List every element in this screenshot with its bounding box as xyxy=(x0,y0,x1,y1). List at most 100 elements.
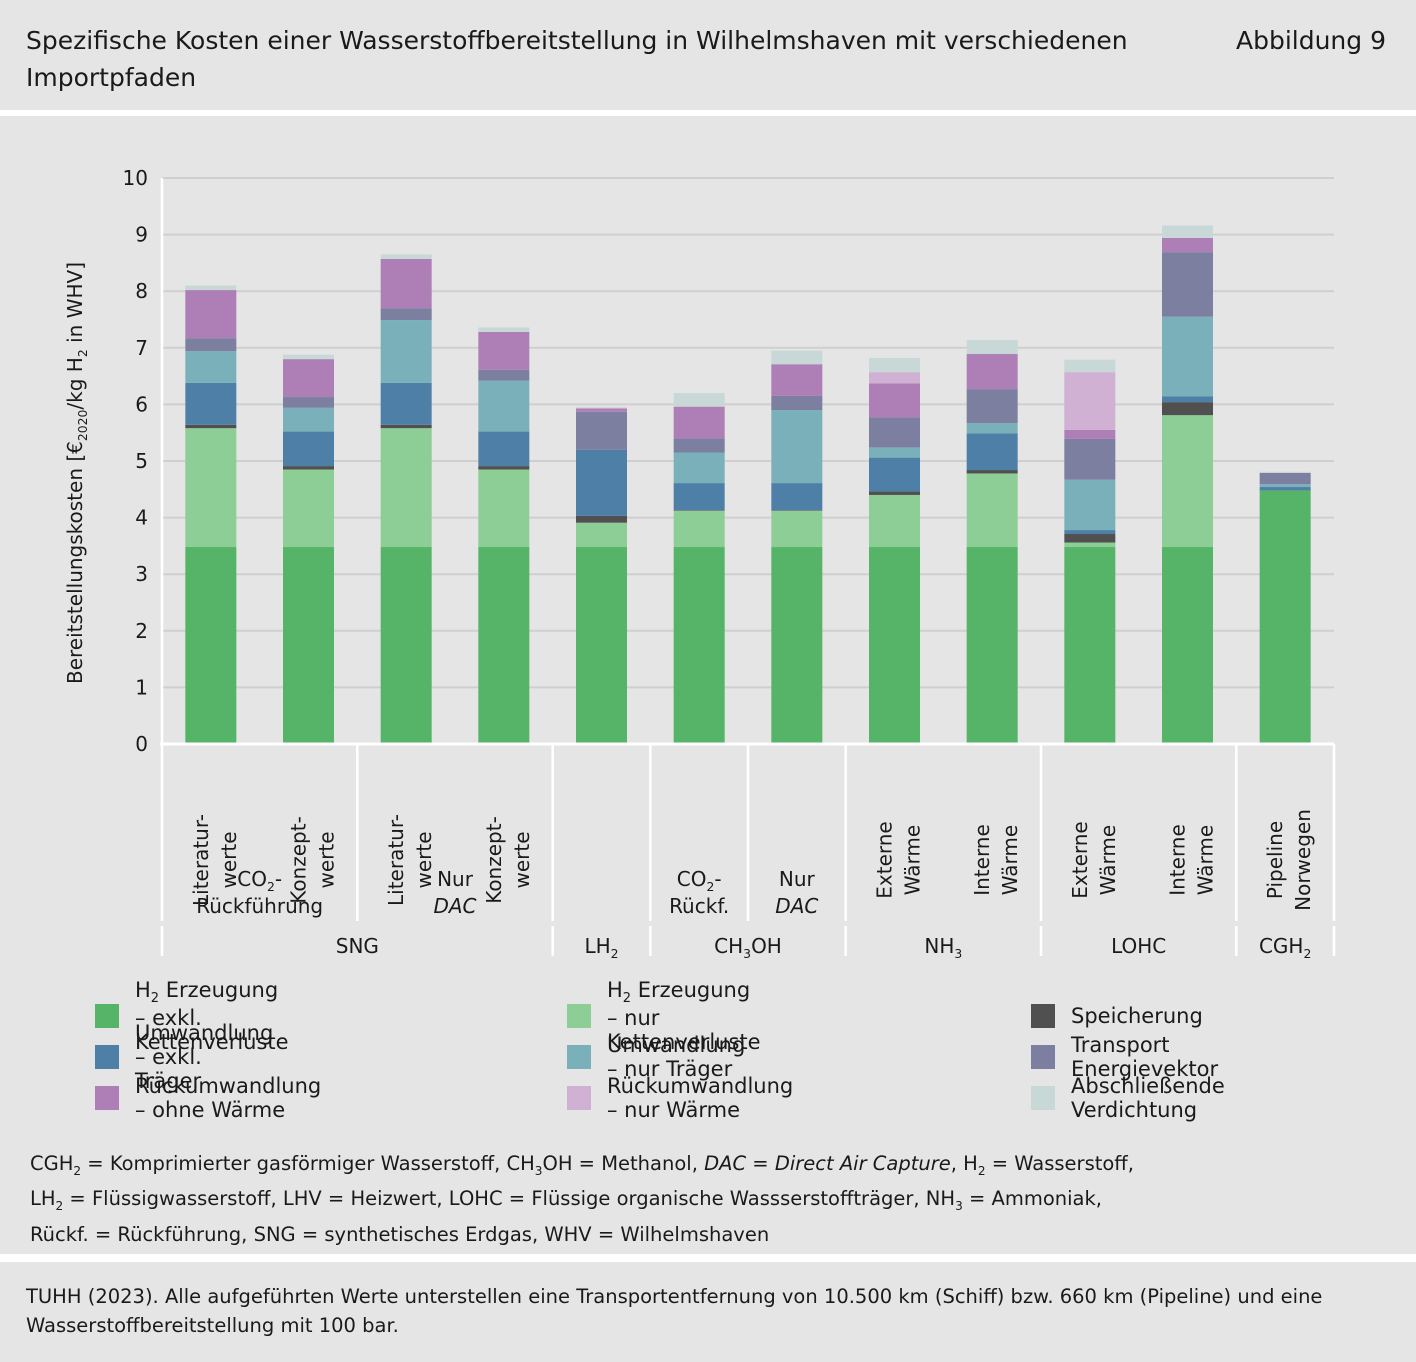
bar-segment xyxy=(869,383,920,418)
abbreviation-notes: CGH2 = Komprimierter gasförmiger Wassers… xyxy=(30,1150,1390,1249)
bar-segment xyxy=(1064,534,1116,543)
chart-title: Spezifische Kosten einer Wasserstoffbere… xyxy=(26,26,1128,92)
x-tick-label: Pipeline Norwegen xyxy=(1263,809,1315,911)
bar-segment xyxy=(185,351,237,383)
x-tick-label: Literatur-werte xyxy=(384,814,436,906)
bar-segment xyxy=(576,515,627,523)
bar-segment xyxy=(771,364,823,396)
x-tick-label-line: Externe xyxy=(873,821,897,898)
source-text: TUHH (2023). Alle aufgeführten Werte unt… xyxy=(26,1285,1323,1337)
bar-segment xyxy=(283,466,334,470)
bar-segment xyxy=(869,491,920,495)
x-tick-label: Konzept-werte xyxy=(287,816,339,904)
legend-swatch xyxy=(1031,1004,1055,1028)
legend-item: Rückumwandlung – nur Wärme xyxy=(567,1074,793,1122)
figure-number: Abbildung 9 xyxy=(1235,26,1386,55)
x-tick-label: Externe Wärme xyxy=(1068,821,1120,898)
sub-group-label: Rückführung xyxy=(196,894,323,918)
bar-segment xyxy=(673,438,725,453)
bar-segment xyxy=(966,389,1018,424)
x-tick-label-line: werte xyxy=(315,831,339,888)
x-tick-label-line: Konzept- xyxy=(287,816,311,904)
bar-segment xyxy=(966,473,1018,548)
bar-segment xyxy=(478,369,530,381)
bar-segment xyxy=(478,469,530,548)
x-tick-label-line: werte xyxy=(412,831,436,888)
y-tick-label: 0 xyxy=(135,732,148,756)
bar-segment xyxy=(1064,530,1116,535)
bar-segment xyxy=(869,547,920,744)
bar-segment xyxy=(478,466,530,470)
x-tick-label: Externe Wärme xyxy=(873,821,925,898)
legend-label: Umwandlung – exkl. Träger xyxy=(135,1021,274,1093)
bar-segment xyxy=(1162,547,1213,744)
bar-segment xyxy=(478,431,530,467)
bar-segment xyxy=(478,327,530,332)
bar-segment xyxy=(1064,479,1116,531)
x-tick-label: Interne Wärme xyxy=(1166,824,1218,896)
note-line-1: CGH2 = Komprimierter gasförmiger Wassers… xyxy=(30,1152,1134,1178)
bar-segment xyxy=(966,433,1018,471)
bar-segment xyxy=(1064,542,1116,548)
sub-group-label: DAC xyxy=(775,894,818,918)
bar-segment xyxy=(1162,237,1213,253)
legend-swatch xyxy=(567,1004,591,1028)
bar-segment xyxy=(380,547,432,744)
x-tick-label-line: Literatur- xyxy=(189,814,213,906)
bar-segment xyxy=(966,470,1018,474)
group-label: SNG xyxy=(336,934,379,958)
legend-item: Umwandlung – nur Träger xyxy=(567,1033,745,1081)
bar-segment xyxy=(478,380,530,432)
bar-segment xyxy=(380,424,432,429)
legend-swatch xyxy=(95,1004,119,1028)
bar-segment xyxy=(1162,396,1213,403)
legend-swatch xyxy=(95,1045,119,1069)
legend-swatch xyxy=(567,1086,591,1110)
group-label: CH3OH xyxy=(714,934,782,961)
bar-segment xyxy=(1064,547,1116,744)
legend-label: H2 Erzeugung – nur Kettenverluste xyxy=(607,977,761,1055)
bar-segment xyxy=(673,452,725,484)
y-tick-label: 7 xyxy=(135,336,148,360)
bar-segment xyxy=(869,494,920,548)
note-line-2: LH2 = Flüssigwasserstoff, LHV = Heizwert… xyxy=(30,1187,1102,1214)
legend-item: Speicherung xyxy=(1031,1001,1203,1031)
bar-segment xyxy=(576,407,627,409)
x-tick-label-line: Wärme xyxy=(1096,825,1120,895)
bar-segment xyxy=(966,423,1018,434)
bar-segment xyxy=(185,382,237,425)
x-tick-label-line: werte xyxy=(510,831,534,888)
bar-segment xyxy=(185,338,237,352)
legend-item: H2 Erzeugung – nur Kettenverluste xyxy=(567,978,761,1054)
bar-segment xyxy=(283,431,334,467)
y-tick-label: 8 xyxy=(135,279,148,303)
bar-segment xyxy=(771,395,823,411)
bar-segment xyxy=(673,406,725,439)
sub-group-label: Nur xyxy=(437,867,474,891)
y-tick-label: 10 xyxy=(123,166,148,190)
bar-segment xyxy=(673,510,725,548)
bar-segment xyxy=(869,417,920,448)
bar-segment xyxy=(283,354,334,360)
x-tick-label-line: Norwegen xyxy=(1291,809,1315,911)
y-tick-label: 2 xyxy=(135,619,148,643)
legend-swatch xyxy=(95,1086,119,1110)
chart-panel: 0 1 2 3 4 5 6 7 8 9 10 Bereitstellungskosten [€2020… xyxy=(0,116,1416,1254)
y-tick-label: 3 xyxy=(135,562,148,586)
x-tick-label: Literatur-werte xyxy=(189,814,241,906)
bar-segment xyxy=(1259,471,1311,473)
x-tick-label-line: Wärme xyxy=(998,825,1022,895)
bar-segment xyxy=(1259,484,1311,488)
legend-item: Abschließende Verdichtung xyxy=(1031,1074,1225,1122)
bar-segment xyxy=(1162,402,1213,416)
legend-label: Transport Energievektor xyxy=(1071,1033,1219,1081)
legend-label: H2 Erzeugung – exkl. Kettenverluste xyxy=(135,977,289,1055)
bar-segment xyxy=(869,372,920,384)
group-label: LH2 xyxy=(584,934,618,961)
note-line-3: Rückf. = Rückführung, SNG = synthetische… xyxy=(30,1222,770,1246)
bar-segment xyxy=(380,382,432,425)
bar-segment xyxy=(771,483,823,511)
group-label: NH3 xyxy=(924,934,962,961)
group-label: LOHC xyxy=(1111,934,1166,958)
y-tick-label: 1 xyxy=(135,675,148,699)
